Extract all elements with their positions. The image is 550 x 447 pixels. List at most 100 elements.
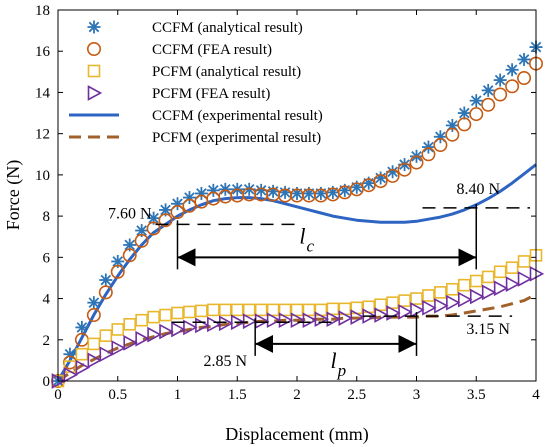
data-point [219,303,232,317]
data-point [242,313,258,330]
y-tick-label: 10 [35,168,50,184]
data-point [254,303,268,317]
data-point [278,312,294,329]
legend-marker-2 [87,64,101,78]
data-point [75,320,89,334]
data-point [446,282,459,296]
legend-marker-3 [87,85,103,101]
data-point [434,297,449,314]
data-point [421,147,436,162]
data-point [434,286,447,299]
data-point [517,255,531,268]
data-point [373,174,388,189]
data-point [338,310,353,326]
data-point [98,285,113,300]
data-point [147,326,162,343]
data-point [302,312,318,329]
x-tick-label: 2 [293,387,301,403]
x-tick-label: 2.5 [347,387,366,403]
data-point [266,312,282,329]
data-point [75,359,91,376]
data-point [421,140,435,154]
y-axis-title: Force (N) [3,160,24,230]
lp-left-label: 2.85 N [204,353,248,370]
y-tick-label: 8 [43,209,51,225]
data-point [290,312,306,329]
legend: CCFM (analytical result) CCFM (FEA result… [69,20,323,146]
lc-left-label: 7.60 N [108,205,152,222]
data-point [195,304,208,318]
x-tick-label: 0 [54,387,62,403]
data-point [302,303,316,317]
data-point [159,323,174,340]
data-point [171,321,186,338]
plot-frame [57,9,537,382]
series-3-markers [51,265,545,389]
series-line-4 [56,163,537,382]
data-point [63,366,79,383]
x-tick-label: 4 [532,387,540,403]
legend-entry-label: CCFM (FEA result) [152,42,272,58]
data-point [75,347,89,361]
data-point [481,270,495,284]
data-point [350,309,365,325]
legend-entry-label: PCFM (experimental result) [152,130,321,146]
legend-entry-label: PCFM (analytical result) [152,64,301,80]
data-point [493,87,508,102]
data-point [469,274,483,288]
lp-symbol-main: l [330,348,336,373]
series-line-5 [57,293,537,383]
data-point [110,264,125,279]
data-point [182,198,197,213]
data-point [134,233,149,248]
x-tick-label: 1.5 [228,387,247,403]
data-point [135,330,150,347]
series-1-markers [50,56,543,388]
data-point [183,305,196,319]
data-point [87,296,101,310]
lp-right-label: 3.15 N [466,321,510,338]
x-tick-label: 3.5 [467,387,486,403]
y-tick-label: 14 [35,85,51,101]
data-point [349,182,364,197]
x-tick-label: 0.5 [108,387,127,403]
legend-entry-label: PCFM (FEA result) [152,86,270,102]
data-point [266,303,280,317]
lp-symbol: lp [330,348,346,380]
legend-entry-label: CCFM (experimental result) [152,108,323,124]
data-point [218,182,232,196]
data-point [230,303,244,317]
data-point [409,155,424,170]
data-point [86,308,101,323]
data-point [433,138,448,153]
data-point [469,288,485,305]
data-point [493,280,509,297]
y-tick-label: 18 [35,3,50,19]
data-point [87,352,103,369]
x-tick-label: 3 [413,387,421,403]
data-point [122,248,137,263]
data-point [278,303,292,317]
data-point [87,337,101,351]
data-point [374,298,387,312]
data-point [457,106,471,120]
data-point [159,308,172,322]
data-point [170,204,185,219]
data-point [290,303,304,317]
legend-entry-label: CCFM (analytical result) [152,20,303,36]
data-point [385,168,400,183]
data-point [493,265,507,279]
data-point [99,329,113,342]
lc-symbol-subscript: c [307,236,315,255]
lp-symbol-subscript: p [337,361,347,380]
data-point [135,313,148,327]
data-point [123,335,138,351]
data-point [517,71,532,86]
data-point [183,319,198,336]
data-point [481,284,497,301]
data-point [230,314,246,331]
x-tick-label: 1 [174,387,182,403]
data-point [111,323,125,336]
